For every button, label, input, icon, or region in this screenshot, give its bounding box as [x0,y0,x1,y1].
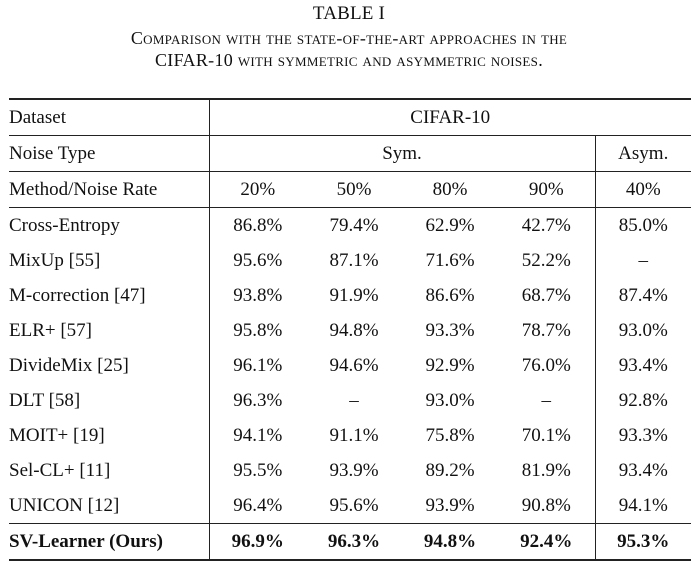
accuracy-cell: 92.4% [498,523,596,561]
rate-cell: 20% [209,171,306,208]
accuracy-cell: 62.9% [402,207,498,243]
rate-cell: 40% [595,171,691,208]
accuracy-cell: 94.8% [402,523,498,561]
method-name: MOIT+ [19] [9,418,210,453]
noise-rate-label: Method/Noise Rate [9,171,210,208]
accuracy-cell: 71.6% [425,249,475,271]
method-name: DivideMix [25] [9,348,210,383]
accuracy-cell: 87.1% [329,249,379,271]
method-name: Sel-CL+ [11] [9,453,210,488]
accuracy-cell: 93.0% [425,389,475,411]
accuracy-cell: 70.1% [498,418,596,453]
accuracy-cell: 91.9% [329,284,379,306]
method-name: SV-Learner (Ours) [9,523,210,561]
accuracy-cell: 96.9% [209,523,306,561]
noise-rate-header-row: Method/Noise Rate 20% 50% 80% 90% 40% [9,171,691,208]
accuracy-cell: 79.4% [306,207,402,243]
table-title: TABLE I [312,3,386,24]
table-row: DivideMix [25] 96.1% 94.6% 92.9% 76.0% 93.4% [9,348,691,383]
accuracy-cell: 68.7% [498,278,596,313]
rate-cell: 80% [402,171,498,208]
accuracy-cell: 95.6% [233,249,283,271]
dataset-value: CIFAR-10 [209,98,691,136]
method-name: UNICON [12] [9,488,210,524]
rate-cell: 50% [306,171,402,208]
asym-label: Asym. [595,135,691,172]
noise-type-label: Noise Type [9,135,210,172]
accuracy-cell: 93.4% [618,459,668,481]
accuracy-cell: 93.0% [618,319,668,341]
accuracy-cell: 90.8% [498,488,596,524]
table-caption-line-1: Comparison with the state-of-the-art app… [130,28,568,48]
accuracy-cell: 93.9% [329,459,379,481]
table-row: Cross-Entropy 86.8% 79.4% 62.9% 42.7% 85.0% [9,207,691,243]
accuracy-cell: 96.4% [233,494,283,516]
accuracy-cell: 81.9% [498,453,596,488]
accuracy-cell: 93.8% [233,284,283,306]
accuracy-cell: 92.8% [618,389,668,411]
accuracy-cell: – [498,383,596,418]
table-row: MixUp [55] 95.6% 87.1% 71.6% 52.2% – [9,243,691,278]
accuracy-cell: 86.8% [209,207,306,243]
accuracy-cell: 96.3% [306,523,402,561]
table-row: ELR+ [57] 95.8% 94.8% 93.3% 78.7% 93.0% [9,313,691,348]
accuracy-cell: 95.8% [233,319,283,341]
accuracy-cell: 96.1% [233,354,283,376]
accuracy-cell: 95.6% [329,494,379,516]
accuracy-cell: 85.0% [595,207,691,243]
accuracy-cell: – [349,389,359,411]
dataset-header-row: Dataset CIFAR-10 [9,98,691,136]
table-row: SV-Learner (Ours) 96.9% 96.3% 94.8% 92.4% 95.… [9,523,691,561]
accuracy-cell: 78.7% [498,313,596,348]
method-name: ELR+ [57] [9,313,210,348]
sym-label: Sym. [209,135,596,172]
accuracy-cell: 52.2% [498,243,596,278]
method-name: M-correction [47] [9,278,210,313]
accuracy-cell: 94.1% [618,494,668,516]
accuracy-cell: 89.2% [425,459,475,481]
method-name: DLT [58] [9,383,210,418]
accuracy-cell: 76.0% [498,348,596,383]
accuracy-cell: 86.6% [425,284,475,306]
accuracy-cell: 42.7% [498,207,596,243]
accuracy-cell: 75.8% [425,424,475,446]
table-row: DLT [58] 96.3% –93.0% –92.8% [9,383,691,418]
results-table: Dataset CIFAR-10 Noise Type Sym. Asym. M… [9,98,691,561]
accuracy-cell: 95.5% [233,459,283,481]
accuracy-cell: 94.1% [233,424,283,446]
accuracy-cell: 92.9% [425,354,475,376]
method-name: Cross-Entropy [9,207,210,243]
method-name: MixUp [55] [9,243,210,278]
accuracy-cell: 91.1% [329,424,379,446]
accuracy-cell: 95.3% [595,523,691,561]
accuracy-cell: 94.8% [329,319,379,341]
dataset-label: Dataset [9,98,210,136]
accuracy-cell: – [638,249,649,271]
table-row: UNICON [12] 96.4% 95.6% 93.9% 90.8% 94.1% [9,488,691,524]
accuracy-cell: 87.4% [618,284,668,306]
accuracy-cell: 93.3% [618,424,668,446]
noise-type-header-row: Noise Type Sym. Asym. [9,135,691,172]
table-row: Sel-CL+ [11] 95.5% 93.9% 89.2% 81.9% 93.4% [9,453,691,488]
accuracy-cell: 96.3% [233,389,283,411]
accuracy-cell: 93.4% [618,354,668,376]
accuracy-cell: 93.9% [425,494,475,516]
table-row: MOIT+ [19] 94.1% 91.1% 75.8% 70.1% 93.3% [9,418,691,453]
rate-cell: 90% [498,171,596,208]
table-row: M-correction [47] 93.8% 91.9% 86.6% 68.7% 87.… [9,278,691,313]
accuracy-cell: 94.6% [329,354,379,376]
table-caption-line-2: CIFAR-10 with symmetric and asymmetric n… [154,50,544,70]
accuracy-cell: 93.3% [425,319,475,341]
